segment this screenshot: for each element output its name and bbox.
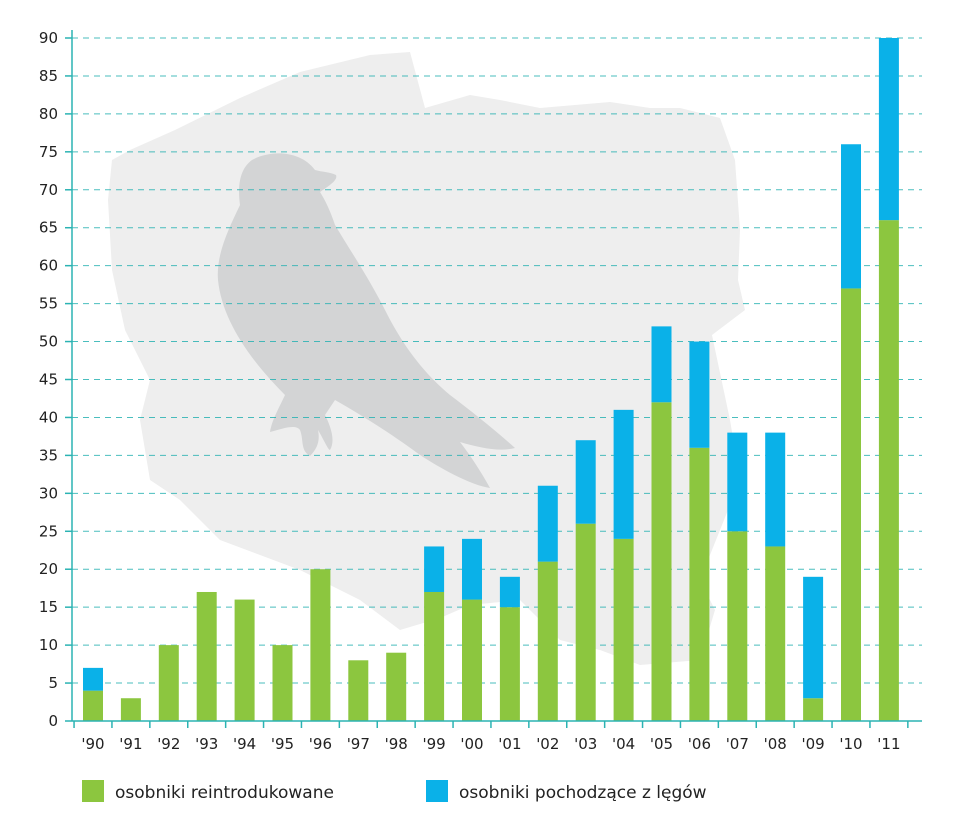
legend-label-bred: osobniki pochodzące z lęgów <box>459 783 707 803</box>
y-tick-label: 30 <box>39 484 58 502</box>
y-tick-label: 75 <box>39 143 58 161</box>
bar-reintroduced <box>878 220 899 721</box>
y-tick-label: 65 <box>39 219 58 237</box>
x-tick-label: '09 <box>801 735 824 753</box>
x-tick-label: '93 <box>195 735 218 753</box>
bar-reintroduced <box>120 698 141 721</box>
y-tick-label: 15 <box>39 598 58 616</box>
y-tick-labels: 0 5 10 15 20 25 30 35 40 45 50 55 60 65 70 75 80 85 90 <box>39 29 58 730</box>
bar-reintroduced <box>765 546 786 721</box>
bar-bred <box>613 409 634 539</box>
bar-bred <box>689 341 710 448</box>
bar-bred <box>424 546 445 592</box>
x-tick-label: '01 <box>498 735 521 753</box>
bar-reintroduced <box>727 531 748 721</box>
bar-reintroduced <box>841 288 861 721</box>
x-tick-label: '02 <box>536 735 559 753</box>
bar-bred <box>803 576 824 699</box>
bar-bred <box>841 144 861 289</box>
x-tick-labels: '90 '91 '92 '93 '94 '95 '96 '97 '98 '99 '00 '01 '02 '… <box>81 735 900 753</box>
y-tick-label: 80 <box>39 105 58 123</box>
bar-reintroduced <box>613 538 634 721</box>
bar-bred <box>575 440 596 524</box>
bar-reintroduced <box>499 607 520 721</box>
x-tick-label: '97 <box>347 735 370 753</box>
x-tick-label: '91 <box>119 735 142 753</box>
legend-swatch-bred <box>426 780 448 802</box>
bar-bred <box>727 432 748 532</box>
bar-reintroduced <box>272 645 293 721</box>
x-tick-label: '11 <box>877 735 900 753</box>
bar-reintroduced <box>689 447 710 721</box>
bar-bred <box>499 576 520 608</box>
y-tick-label: 20 <box>39 560 58 578</box>
bar-reintroduced <box>196 591 217 721</box>
falcon-silhouette <box>217 153 515 488</box>
x-tick-label: '99 <box>422 735 445 753</box>
x-tick-label: '94 <box>233 735 256 753</box>
legend-item-reintroduced: osobniki reintrodukowane <box>82 780 334 803</box>
bar-reintroduced <box>424 591 445 721</box>
x-tick-label: '08 <box>764 735 787 753</box>
bar-reintroduced <box>462 599 482 721</box>
x-tick-label: '07 <box>726 735 749 753</box>
y-tick-label: 45 <box>39 371 58 389</box>
bar-reintroduced <box>234 599 255 721</box>
x-tick-label: '95 <box>271 735 294 753</box>
legend-swatch-reintroduced <box>82 780 104 802</box>
bar-bred <box>765 432 786 547</box>
bar-bred <box>537 485 558 562</box>
y-tick-label: 50 <box>39 333 58 351</box>
bar-reintroduced <box>348 660 369 721</box>
bar-bred <box>83 667 103 691</box>
bar-reintroduced <box>158 645 179 721</box>
x-tick-label: '03 <box>574 735 597 753</box>
axes <box>65 30 922 728</box>
y-tick-label: 70 <box>39 181 58 199</box>
x-tick-label: '92 <box>157 735 180 753</box>
bar-reintroduced <box>651 402 672 721</box>
legend: osobniki reintrodukowane osobniki pochod… <box>82 780 707 803</box>
x-tick-label: '04 <box>612 735 635 753</box>
x-tick-label: '90 <box>81 735 104 753</box>
y-tick-label: 85 <box>39 67 58 85</box>
bar-reintroduced <box>386 652 407 721</box>
bar-bred <box>462 538 482 600</box>
y-tick-label: 10 <box>39 636 58 654</box>
x-tick-label: '10 <box>839 735 862 753</box>
x-tick-label: '05 <box>650 735 673 753</box>
bar-reintroduced <box>83 690 103 721</box>
bar-bred <box>878 38 899 221</box>
y-tick-label: 40 <box>39 408 58 426</box>
x-tick-label: '06 <box>688 735 711 753</box>
bar-reintroduced <box>803 698 824 721</box>
bars <box>83 38 899 721</box>
y-tick-label: 0 <box>48 712 58 730</box>
bar-reintroduced <box>575 523 596 721</box>
bar-bred <box>651 326 672 403</box>
y-tick-label: 90 <box>39 29 58 47</box>
x-tick-label: '00 <box>460 735 483 753</box>
x-tick-label: '98 <box>385 735 408 753</box>
y-tick-label: 5 <box>48 674 58 692</box>
legend-item-bred: osobniki pochodzące z lęgów <box>426 780 707 803</box>
bar-reintroduced <box>310 569 331 721</box>
y-tick-label: 55 <box>39 295 58 313</box>
legend-label-reintroduced: osobniki reintrodukowane <box>115 783 334 803</box>
x-tick-label: '96 <box>309 735 332 753</box>
y-tick-label: 60 <box>39 257 58 275</box>
bar-reintroduced <box>537 561 558 721</box>
y-tick-label: 25 <box>39 522 58 540</box>
y-tick-label: 35 <box>39 446 58 464</box>
